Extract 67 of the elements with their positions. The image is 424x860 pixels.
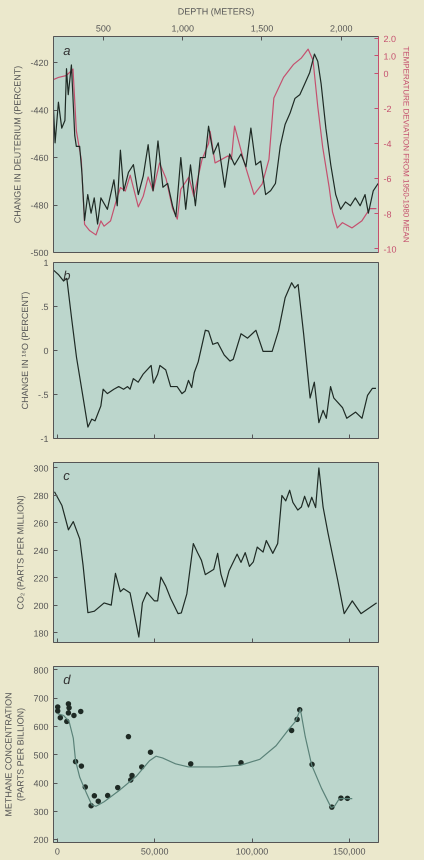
- point: [188, 761, 194, 767]
- y2-tick-label: -6: [384, 174, 392, 184]
- annotation: a: [63, 42, 70, 58]
- y-tick-label: 700: [33, 694, 49, 704]
- point: [78, 763, 84, 769]
- y-axis-title: CHANGE IN ¹⁸O (PERCENT): [20, 292, 30, 410]
- y-tick-label: -1: [40, 434, 49, 444]
- point: [71, 712, 77, 718]
- point: [66, 705, 72, 711]
- point: [78, 708, 84, 714]
- x-tick-label: 500: [96, 24, 111, 34]
- x-tick-label: 100,000: [236, 846, 268, 856]
- point: [288, 728, 294, 734]
- y2-tick-label: 0: [384, 68, 389, 79]
- y2-tick-label: -2: [384, 104, 392, 114]
- x-tick-label: 1,000: [171, 24, 194, 34]
- y-tick-label: 180: [33, 628, 49, 638]
- y-tick-label: 0: [43, 346, 49, 356]
- annotation: c: [63, 468, 70, 483]
- x-tick-label: 2,000: [330, 24, 353, 34]
- point: [96, 798, 102, 804]
- y-axis-title: CHANGE IN DEUTERIUM (PERCENT): [12, 66, 22, 224]
- y-tick-label: -460: [30, 153, 48, 164]
- annotation: b: [63, 268, 70, 283]
- y-tick-label: 260: [33, 518, 49, 528]
- y-tick-label: 240: [33, 546, 49, 556]
- y-tick-label: -480: [30, 200, 48, 211]
- y2-tick-label: 2.0: [384, 34, 396, 44]
- x-tick-label: 1,500: [250, 24, 274, 34]
- y-tick-label: 800: [33, 665, 49, 676]
- point: [92, 793, 98, 799]
- x-tick-label: 0: [54, 846, 60, 856]
- annotation: d: [63, 672, 72, 687]
- y-tick-label: 280: [33, 490, 49, 501]
- x-tick-label: 50,000: [140, 846, 168, 856]
- y2-tick-label: -8: [384, 209, 392, 220]
- y-tick-label: 500: [33, 750, 49, 760]
- y-tick-label: -440: [30, 106, 48, 116]
- y2-tick-label: -4: [384, 139, 392, 150]
- y-tick-label: -500: [30, 248, 48, 258]
- y2-tick-label: 1.0: [384, 51, 396, 62]
- point: [129, 772, 135, 778]
- y-tick-label: 300: [33, 463, 49, 474]
- y-tick-label: .5: [40, 302, 49, 312]
- y-tick-label: -420: [30, 58, 48, 68]
- y-tick-label: 1: [43, 258, 49, 268]
- y-tick-label: 220: [33, 573, 49, 584]
- y-tick-label: 200: [33, 835, 49, 846]
- point: [58, 714, 64, 720]
- point: [114, 784, 120, 790]
- y2-tick-label: -10: [384, 244, 397, 254]
- y-tick-label: 600: [33, 722, 49, 732]
- line-series: [54, 270, 377, 428]
- line-series: [54, 467, 378, 638]
- x-axis-title: DEPTH (METERS): [178, 6, 254, 16]
- y-axis-title: METHANE CONCENTRATION (PARTS PER BILLION): [3, 692, 26, 817]
- y-tick-label: -.5: [38, 390, 49, 400]
- y-axis-title: CO₂ (PARTS PER MILLION): [15, 495, 26, 610]
- y-tick-label: 400: [33, 778, 49, 789]
- y-tick-label: 300: [33, 806, 49, 817]
- point: [148, 749, 154, 755]
- point: [66, 710, 72, 716]
- x-tick-label: 150,000: [333, 846, 366, 856]
- point: [104, 792, 110, 798]
- point: [126, 734, 132, 740]
- y2-axis-title: TEMPERATURE DEVIATION FROM 1950-1980 MEAN: [402, 46, 411, 243]
- y-tick-label: 200: [33, 600, 49, 611]
